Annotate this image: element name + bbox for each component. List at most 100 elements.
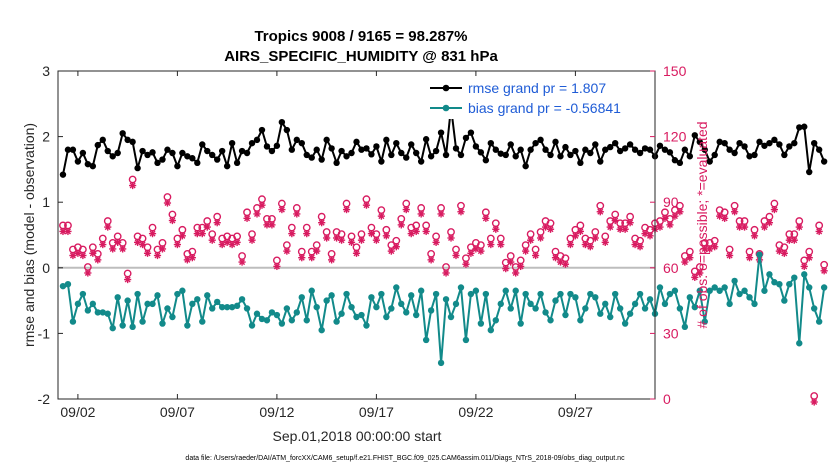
bias-point	[815, 318, 823, 325]
obs-evaluated-marker	[646, 232, 654, 240]
obs-possible-marker	[496, 234, 505, 243]
obs-evaluated-marker	[656, 223, 664, 231]
bias-point	[771, 279, 778, 286]
rmse-point	[79, 149, 87, 157]
bias-point	[542, 309, 549, 316]
rmse-point	[502, 151, 509, 159]
obs-evaluated-marker	[318, 219, 326, 227]
bias-point	[69, 318, 77, 325]
rmse-point	[527, 146, 534, 153]
rmse-point	[427, 153, 435, 160]
obs-evaluated-marker	[173, 240, 181, 249]
rmse-point	[607, 143, 614, 151]
bias-point	[686, 294, 694, 301]
bias-point	[592, 294, 599, 301]
obs-possible-marker	[591, 228, 600, 236]
rmse-point	[74, 158, 82, 165]
bias-point	[507, 305, 514, 312]
bias-point	[263, 317, 271, 324]
bias-point	[731, 277, 738, 285]
rmse-point	[820, 158, 828, 165]
rmse-point	[134, 164, 141, 172]
bias-point	[109, 324, 116, 332]
obs-evaluated-marker	[626, 219, 634, 227]
rmse-point	[263, 143, 271, 150]
bias-point	[477, 320, 485, 327]
obs-possible-marker	[377, 206, 386, 215]
rmse-point	[293, 136, 300, 144]
bias-point	[74, 300, 82, 308]
bias-point	[631, 300, 639, 308]
obs-evaluated-marker	[696, 269, 704, 277]
obs-evaluated-marker	[765, 219, 774, 227]
rmse-point	[801, 123, 808, 130]
bias-point	[388, 305, 395, 312]
rmse-point	[417, 158, 425, 165]
obs-evaluated-marker	[238, 258, 246, 266]
y2-axis-label: # of obs: o=possible; *=evaluated	[694, 121, 710, 328]
rmse-point	[248, 139, 256, 147]
bias-point	[328, 292, 335, 299]
obs-evaluated-marker	[372, 236, 380, 244]
bias-point	[79, 290, 87, 298]
bias-point	[268, 309, 276, 316]
rmse-point	[388, 151, 395, 159]
bias-point	[517, 320, 524, 327]
rmse-point	[661, 146, 669, 153]
obs-evaluated-marker	[750, 232, 759, 240]
rmse-point	[442, 151, 450, 159]
obs-evaluated-marker	[447, 234, 455, 242]
obs-evaluated-marker	[477, 247, 485, 255]
bias-point	[582, 305, 589, 312]
rmse-point	[497, 150, 504, 157]
obs-evaluated-marker	[308, 254, 316, 262]
obs-evaluated-marker	[203, 223, 211, 231]
y-tick-label: -1	[38, 325, 51, 341]
bias-point	[751, 300, 758, 308]
rmse-point	[328, 145, 335, 152]
bias-point	[278, 320, 286, 327]
rmse-point	[492, 146, 499, 153]
rmse-point	[84, 160, 92, 168]
bias-point	[189, 300, 196, 308]
obs-possible-marker	[367, 223, 376, 232]
rmse-point	[781, 151, 788, 159]
obs-evaluated-marker	[427, 256, 435, 264]
x-tick-label: 09/17	[359, 404, 394, 420]
rmse-point	[512, 153, 519, 160]
rmse-point	[641, 145, 649, 152]
bias-point	[522, 290, 529, 298]
bias-point	[607, 313, 614, 321]
chart-subtitle: AIRS_SPECIFIC_HUMIDITY @ 831 hPa	[224, 48, 498, 65]
bias-point	[482, 290, 490, 298]
rmse-point	[482, 157, 490, 164]
rmse-point	[223, 162, 231, 170]
bias-point	[492, 317, 499, 324]
obs-possible-marker	[292, 204, 301, 212]
bias-point	[378, 290, 385, 298]
obs-evaluated-marker	[248, 236, 256, 244]
x-tick-label: 09/12	[259, 404, 294, 420]
bias-point	[701, 318, 708, 325]
bias-point	[233, 302, 241, 310]
obs-evaluated-marker	[158, 245, 167, 253]
bias-point	[786, 281, 793, 288]
bias-point	[154, 292, 161, 299]
obs-possible-marker	[432, 232, 440, 241]
y-tick-label: 3	[42, 63, 50, 79]
obs-evaluated-marker	[328, 256, 336, 264]
bias-point	[706, 287, 713, 294]
obs-evaluated-marker	[800, 262, 808, 271]
x-tick-label: 09/27	[558, 404, 593, 420]
obs-possible-marker	[765, 212, 774, 221]
obs-possible-marker	[163, 193, 172, 201]
obs-evaluated-marker	[731, 208, 739, 216]
obs-possible-marker	[287, 223, 296, 232]
rmse-point	[298, 139, 305, 147]
rmse-point	[621, 145, 629, 152]
obs-evaluated-marker	[810, 398, 818, 406]
obs-evaluated-marker	[377, 212, 385, 220]
obs-possible-marker	[178, 225, 187, 234]
bias-point	[184, 322, 191, 329]
rmse-point	[656, 142, 664, 149]
